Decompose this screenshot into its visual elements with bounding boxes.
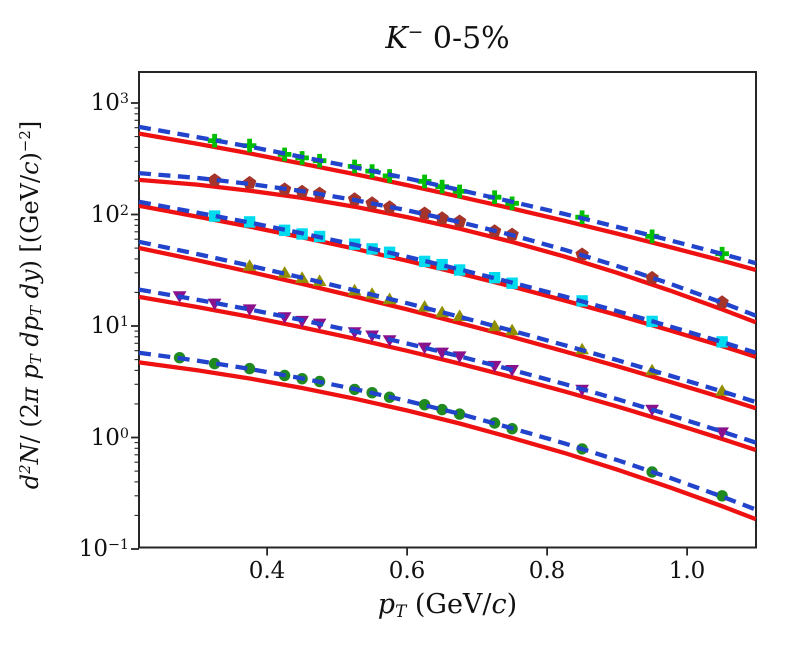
plus-marker	[645, 229, 659, 244]
label-segment: 2	[119, 202, 129, 219]
blue-dashed-line-green-circle	[138, 350, 757, 512]
square-marker	[436, 258, 448, 271]
label-segment: d	[16, 473, 44, 490]
triangle-down-marker	[435, 347, 449, 360]
plus-marker	[417, 174, 432, 189]
red-solid-line-olive-triangle-up	[138, 245, 757, 411]
label-segment: p	[377, 589, 396, 620]
square-marker	[243, 216, 256, 228]
chart-title: K− 0-5%	[139, 21, 756, 61]
pentagon-marker	[435, 211, 449, 224]
label-segment: N	[16, 443, 44, 465]
circle-marker	[243, 362, 256, 375]
label-segment: 10	[78, 536, 108, 562]
label-segment: 2	[16, 464, 35, 474]
x-tick-label: 1.0	[668, 558, 706, 584]
pentagon-marker	[382, 200, 397, 213]
square-marker	[488, 272, 501, 284]
red-solid-line-green-circle	[138, 360, 757, 522]
y-tick-label: 101	[57, 311, 129, 344]
label-segment: dp	[16, 315, 44, 347]
label-segment: −2	[16, 130, 35, 153]
y-tick-label: 103	[57, 88, 129, 121]
label-segment: K	[385, 21, 408, 56]
label-segment: −	[407, 22, 424, 44]
label-segment: / (2	[16, 403, 44, 444]
red-solid-line-purple-triangle-down	[138, 294, 757, 452]
square-marker	[418, 255, 431, 268]
label-segment: 10	[90, 313, 120, 339]
label-segment: )	[506, 589, 518, 620]
label-segment: c	[491, 589, 507, 620]
pentagon-marker	[417, 206, 432, 220]
x-tick-label: 0.4	[248, 558, 286, 584]
label-segment: 10	[90, 425, 120, 451]
circle-marker	[436, 403, 448, 416]
label-segment: 10	[90, 202, 120, 228]
pentagon-marker	[207, 173, 222, 186]
label-segment	[16, 298, 44, 306]
plus-marker	[207, 133, 222, 148]
label-segment: π	[16, 387, 44, 404]
plus-marker	[435, 179, 449, 194]
x-tick-label: 0.6	[388, 558, 426, 584]
label-segment: )	[16, 152, 44, 162]
pentagon-marker	[715, 295, 729, 308]
label-segment: ]	[16, 120, 44, 131]
label-segment: 0-5%	[423, 21, 510, 56]
y-axis-label: d2N/ (2π pT dpT dy) [(GeV/c)−2]	[15, 65, 45, 545]
label-segment: 10	[90, 90, 120, 116]
label-segment: 0	[119, 425, 129, 442]
blue-dashed-line-olive-triangle-up	[138, 239, 757, 405]
red-solid-line-brown-pentagon	[138, 177, 757, 325]
triangle-up-marker	[487, 319, 502, 332]
y-tick-label: 10−1	[57, 534, 129, 567]
axes-spines	[138, 71, 757, 549]
plus-marker	[452, 184, 467, 199]
triangle-down-marker	[715, 427, 729, 439]
plus-marker	[242, 138, 257, 153]
label-segment: 1	[119, 313, 129, 330]
label-segment: 3	[119, 90, 129, 107]
square-marker	[208, 210, 221, 222]
label-segment: ) [(GeV/	[16, 174, 44, 270]
label-segment: (GeV/	[406, 589, 492, 620]
y-tick-label: 100	[57, 423, 129, 456]
red-solid-line-green-plus	[138, 131, 757, 272]
label-segment: −1	[107, 536, 129, 553]
pentagon-marker	[452, 214, 467, 228]
label-segment: p	[16, 364, 44, 380]
label-segment: c	[16, 161, 44, 175]
triangle-up-marker	[505, 323, 519, 336]
label-segment	[16, 380, 44, 388]
label-segment: T	[395, 600, 407, 621]
x-axis-label: pT (GeV/c)	[139, 589, 756, 623]
triangle-down-marker	[417, 342, 432, 355]
circle-marker	[208, 357, 221, 370]
label-segment: dy	[16, 269, 44, 299]
label-segment: T	[27, 354, 46, 365]
square-marker	[716, 336, 728, 348]
x-tick-label: 0.8	[528, 558, 566, 584]
label-segment: T	[27, 306, 46, 316]
square-marker	[453, 264, 466, 276]
y-tick-label: 102	[57, 200, 129, 233]
